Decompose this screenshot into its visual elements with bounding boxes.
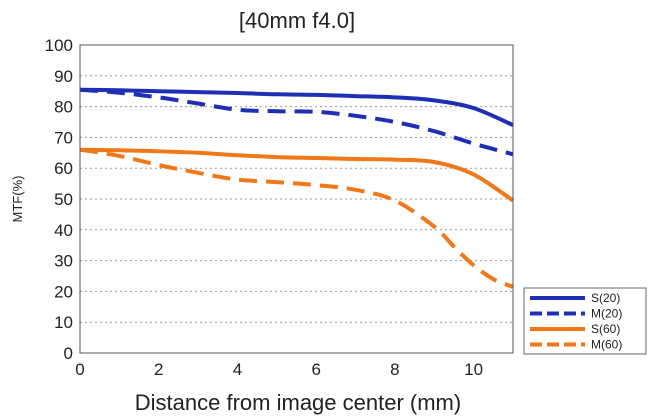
legend-label-s-60: S(60) [591,322,620,336]
legend-label-m-20: M(20) [591,307,622,321]
x-tick-label: 8 [390,360,399,379]
legend-label-s-20: S(20) [591,291,620,305]
y-tick-label: 30 [54,252,73,271]
series-line-s-60 [79,147,515,203]
x-tick-label: 2 [154,360,163,379]
y-tick-labels: 0 10 20 30 40 50 60 70 80 90 100 [45,36,73,363]
x-axis-label: Distance from image center (mm) [135,390,461,415]
y-tick-label: 0 [64,344,73,363]
series-line-s-20 [79,87,514,127]
x-tick-label: 6 [311,360,320,379]
x-tick-label: 10 [464,360,483,379]
series-line-m-20 [79,87,514,157]
series-line-m-60 [79,147,514,289]
gridlines [80,75,513,323]
legend-label-m-60: M(60) [591,338,622,352]
legend: S(20) M(20)S(60) M(60) [523,287,647,355]
plot-area-frame [79,44,514,354]
x-tick-labels: 0 2 4 6 8 10 [75,360,483,379]
y-tick-label: 10 [54,313,73,332]
y-tick-label: 90 [54,67,73,86]
y-tick-label: 40 [54,221,73,240]
x-tick-label: 4 [233,360,242,379]
y-tick-label: 100 [45,36,73,55]
y-tick-label: 80 [54,98,73,117]
y-axis-label: MTF(%) [10,176,25,223]
y-tick-label: 70 [54,128,73,147]
y-tick-label: 20 [54,282,73,301]
chart-title: [40mm f4.0] [239,8,355,33]
x-tick-label: 0 [75,360,84,379]
y-tick-label: 50 [54,190,73,209]
series-lines [79,87,515,289]
y-tick-label: 60 [54,159,73,178]
